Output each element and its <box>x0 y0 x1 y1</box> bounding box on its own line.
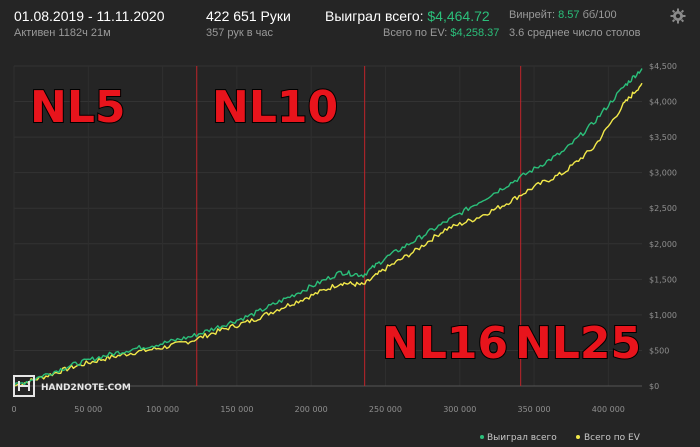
winrate-unit: бб/100 <box>582 9 617 21</box>
legend-won: Выиграл всего <box>487 433 557 443</box>
winrate-value: 8.57 <box>558 9 580 21</box>
chart-series <box>13 68 643 387</box>
ev-label: Всего по EV: <box>383 27 448 39</box>
won-label: Выиграл всего: <box>325 8 424 24</box>
x-tick-label: 350 000 <box>518 405 551 414</box>
y-tick-label: $2,500 <box>649 204 677 213</box>
watermark-text: HAND2NOTE.COM <box>41 383 131 393</box>
y-tick-label: $4,500 <box>649 62 677 71</box>
legend-marker-won <box>480 435 484 439</box>
y-tick-label: $0 <box>649 382 659 391</box>
gear-icon[interactable] <box>670 8 686 24</box>
x-tick-label: 400 000 <box>592 405 625 414</box>
y-tick-label: $4,000 <box>649 98 677 107</box>
winrate-label: Винрейт: <box>509 9 556 21</box>
hands-per-hour: 357 рук в час <box>206 27 274 39</box>
y-tick-label: $3,500 <box>649 133 677 142</box>
won-value: $4,464.72 <box>427 8 490 24</box>
x-tick-label: 0 <box>11 405 16 414</box>
winrate: Винрейт: 8.57 бб/100 <box>509 9 617 21</box>
date-range[interactable]: 01.08.2019 - 11.11.2020 <box>14 8 165 24</box>
limit-label: NL10 <box>212 82 338 133</box>
ev-value: $4,258.37 <box>450 27 500 39</box>
limit-markers: NL5 NL10 NL16 NL25 <box>29 66 642 386</box>
y-tick-label: $1,000 <box>649 311 677 320</box>
avg-tables: 3.6 среднее число столов <box>509 27 641 39</box>
hand2note-logo: HAND2NOTE.COM <box>13 375 131 397</box>
chart-grid <box>13 65 642 387</box>
x-tick-label: 250 000 <box>369 405 402 414</box>
x-tick-label: 200 000 <box>295 405 328 414</box>
y-tick-label: $3,000 <box>649 169 677 178</box>
y-axis: $0 $500 $1,000 $1,500 $2,000 $2,500 $3,000 $3,5… <box>649 62 677 391</box>
legend-ev: Всего по EV <box>584 433 641 443</box>
limit-label: NL25 <box>515 318 641 369</box>
limit-label: NL16 <box>382 318 508 369</box>
active-time: Активен 1182ч 21м <box>14 27 111 39</box>
won-total: Выиграл всего: $4,464.72 <box>325 8 490 24</box>
x-tick-label: 100 000 <box>146 405 179 414</box>
legend: Выиграл всего Всего по EV <box>480 433 641 443</box>
x-tick-label: 300 000 <box>443 405 476 414</box>
series-line <box>13 68 643 387</box>
limit-label: NL5 <box>30 82 125 133</box>
hands-count: 422 651 Руки <box>206 8 291 24</box>
ev-total: Всего по EV: $4,258.37 <box>383 27 499 39</box>
y-tick-label: $2,000 <box>649 240 677 249</box>
x-tick-label: 150 000 <box>220 405 253 414</box>
x-tick-label: 50 000 <box>74 405 102 414</box>
x-axis: 0 50 000 100 000 150 000 200 000 250 000 300 0… <box>11 405 624 414</box>
y-tick-label: $1,500 <box>649 275 677 284</box>
y-tick-label: $500 <box>649 346 669 355</box>
legend-marker-ev <box>576 435 580 439</box>
series-line <box>13 82 643 387</box>
